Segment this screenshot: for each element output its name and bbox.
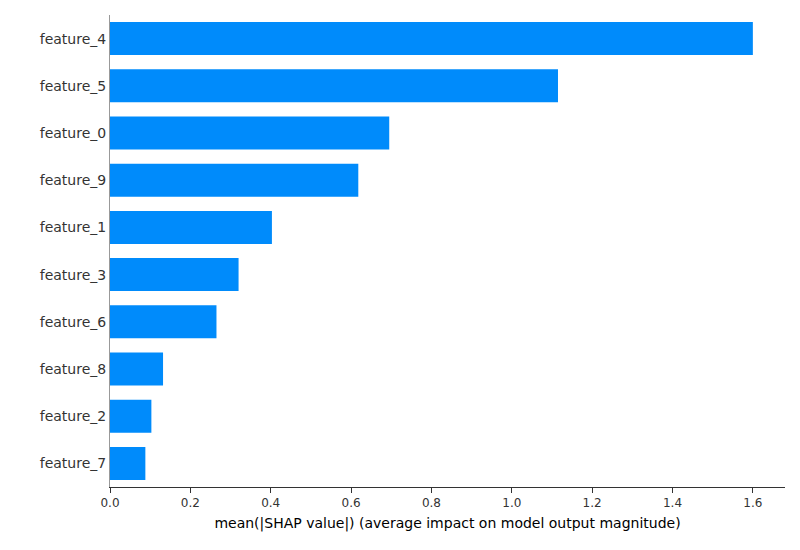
svg-text:feature_5: feature_5 bbox=[40, 78, 106, 94]
svg-text:0.4: 0.4 bbox=[261, 496, 280, 510]
svg-text:feature_4: feature_4 bbox=[40, 30, 107, 46]
svg-text:0.6: 0.6 bbox=[342, 496, 361, 510]
svg-text:feature_8: feature_8 bbox=[40, 361, 106, 377]
svg-text:feature_0: feature_0 bbox=[40, 125, 106, 141]
svg-text:0.0: 0.0 bbox=[100, 496, 119, 510]
svg-text:0.8: 0.8 bbox=[422, 496, 441, 510]
svg-text:feature_1: feature_1 bbox=[40, 219, 106, 235]
svg-text:feature_2: feature_2 bbox=[40, 408, 106, 424]
svg-text:feature_6: feature_6 bbox=[40, 314, 107, 330]
svg-text:1.4: 1.4 bbox=[663, 496, 682, 510]
svg-text:feature_9: feature_9 bbox=[40, 172, 106, 188]
svg-text:mean(|SHAP value|) (average im: mean(|SHAP value|) (average impact on mo… bbox=[214, 515, 680, 532]
svg-text:1.0: 1.0 bbox=[502, 496, 521, 510]
svg-text:1.2: 1.2 bbox=[583, 496, 602, 510]
svg-text:0.2: 0.2 bbox=[181, 496, 200, 510]
svg-text:feature_7: feature_7 bbox=[40, 455, 106, 471]
svg-text:1.6: 1.6 bbox=[743, 496, 762, 510]
svg-text:feature_3: feature_3 bbox=[40, 267, 106, 283]
